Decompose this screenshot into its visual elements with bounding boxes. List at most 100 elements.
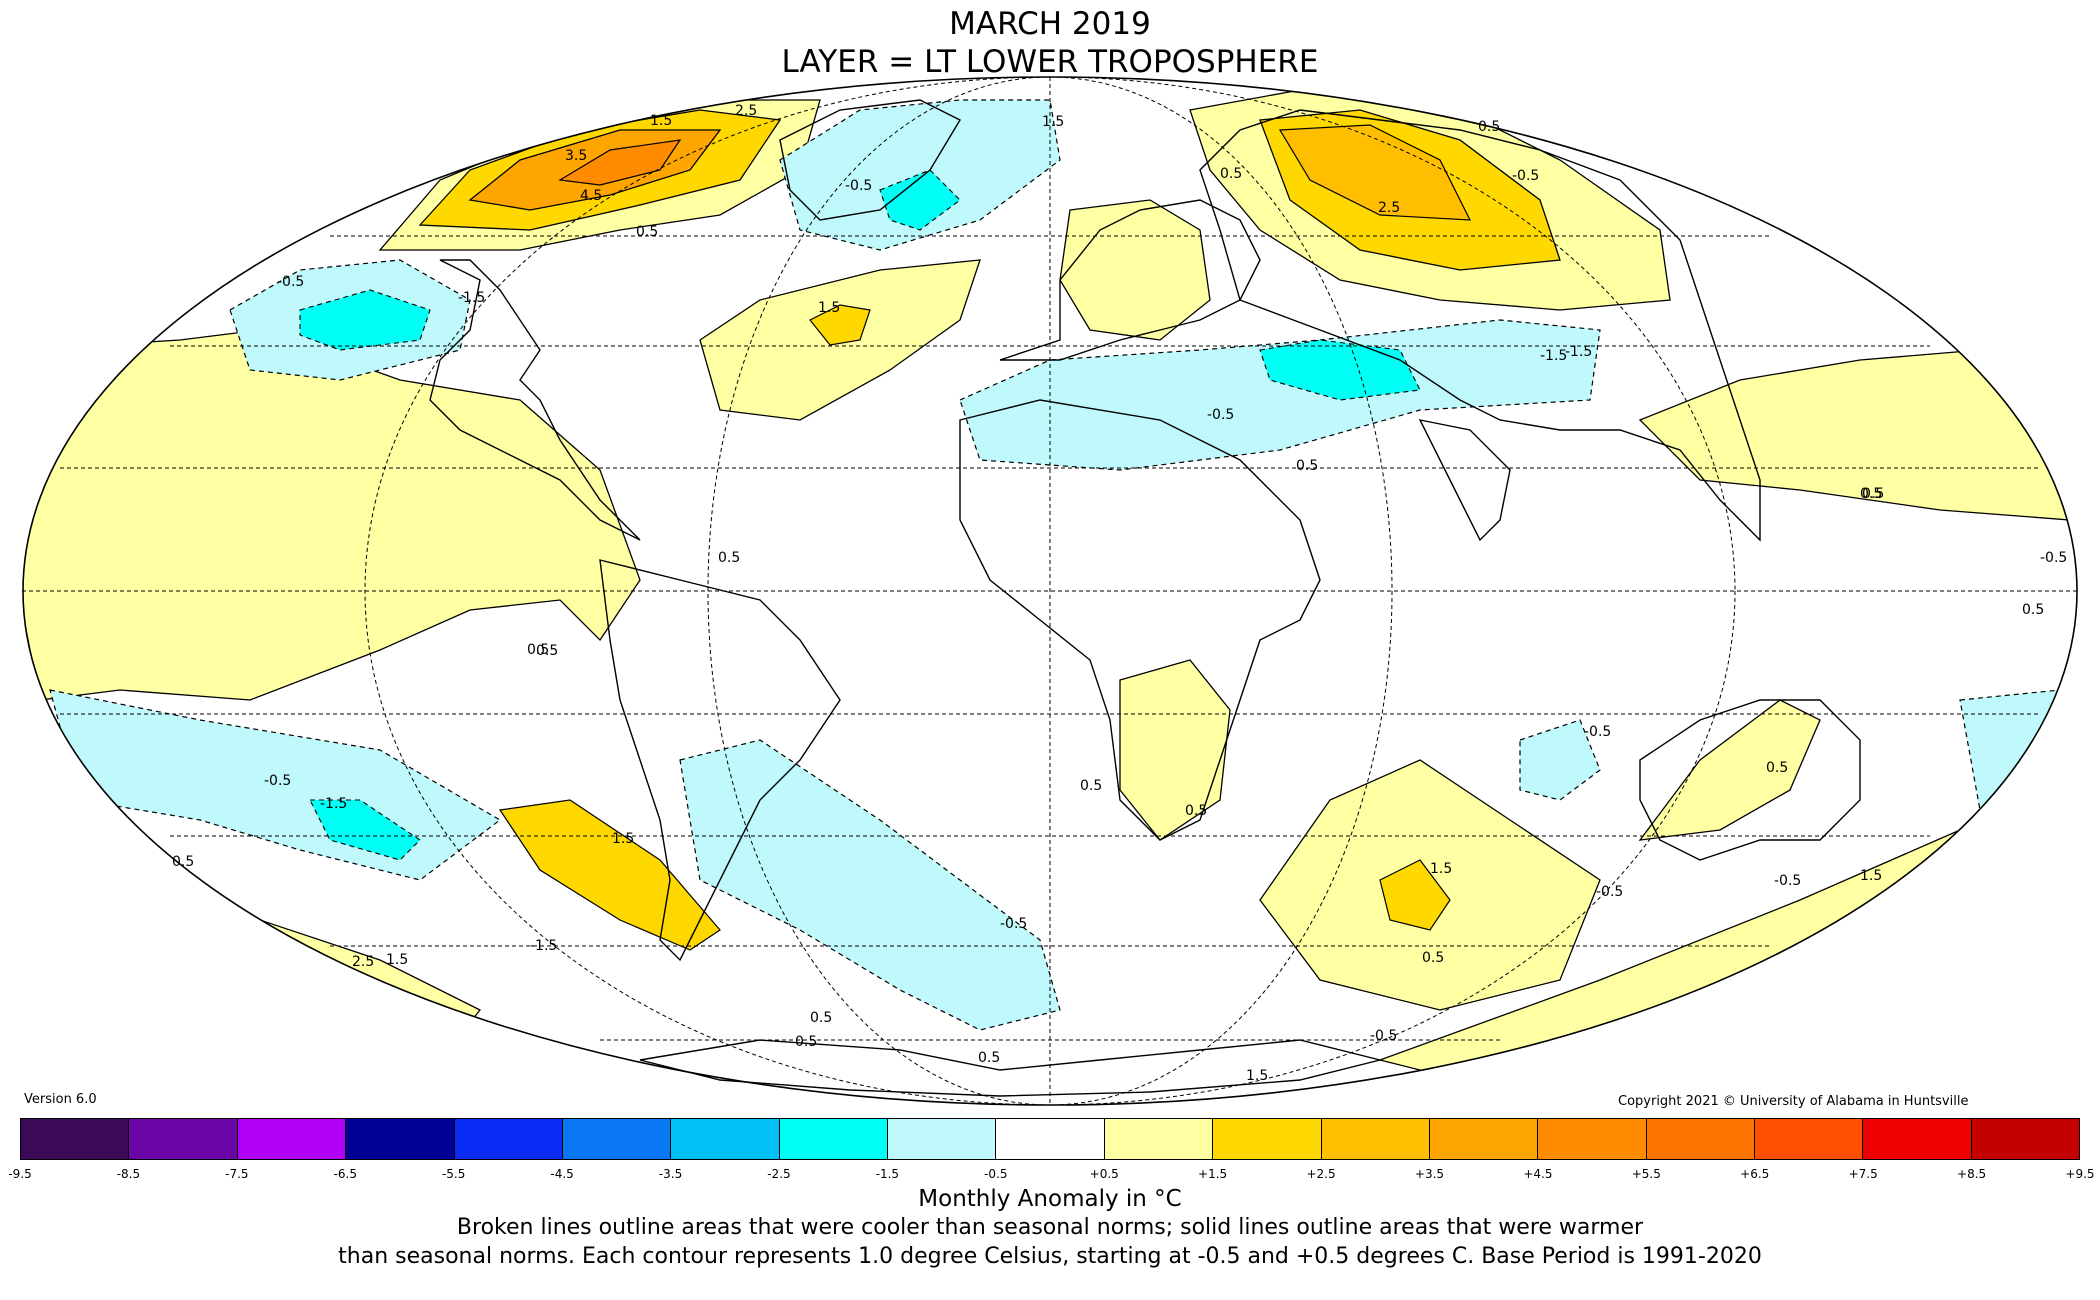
color-scale-segment: [1538, 1119, 1647, 1159]
coastline-asia: [1199, 109, 1761, 542]
warm-region-arctic-4: [558, 139, 682, 186]
color-scale-segment: [1429, 1119, 1539, 1159]
color-scale-tick-label: -4.5: [550, 1167, 574, 1181]
coastline-europe: [999, 199, 1261, 361]
color-scale-segment: [21, 1119, 130, 1159]
warm-region-siberia-3: [1278, 124, 1471, 221]
color-scale-tick-label: +3.5: [1414, 1167, 1445, 1181]
color-scale-segment: [1321, 1119, 1430, 1159]
contour-label: 0.5: [1296, 458, 1318, 474]
coastline-africa: [959, 399, 1321, 841]
warm-region-south-indian-2: [1379, 859, 1451, 931]
color-scale-segment: [1646, 1119, 1755, 1159]
contour-label: 0.5: [636, 224, 658, 240]
coastline-antarctica: [639, 1039, 1381, 1097]
legend-units: Monthly Anomaly in °C: [918, 1186, 1182, 1212]
color-scale-segment: [1755, 1119, 1864, 1159]
contour-label: 0.5: [2022, 602, 2044, 618]
color-scale-segment: [779, 1119, 888, 1159]
coastline-south-america: [599, 559, 841, 962]
cool-region-greenland-2: [879, 169, 961, 231]
contour-label: 2.5: [1378, 200, 1400, 216]
warm-region-south-africa: [1119, 659, 1231, 841]
color-scale-tick-label: -9.5: [8, 1167, 32, 1181]
color-scale-segment: [1863, 1119, 1972, 1159]
coastline-india: [1418, 419, 1511, 542]
cool-region-middle-east: [1259, 339, 1421, 401]
cool-region-atlantic-2: [299, 289, 431, 351]
warm-region-europe: [1059, 199, 1211, 341]
contour-label: 0.5: [536, 643, 558, 659]
contour-label: -0.5: [845, 178, 872, 194]
cool-region-south-pacific-2: [309, 799, 421, 861]
color-scale-tick-label: -2.5: [767, 1167, 791, 1181]
contour-label: 0.5: [1080, 778, 1102, 794]
contour-label: 0.5: [978, 1050, 1000, 1066]
color-scale-tick-label: -7.5: [225, 1167, 249, 1181]
contour-label: -0.5: [1512, 168, 1539, 184]
coastline-north-america: [429, 259, 641, 541]
contour-label: 1.5: [1430, 861, 1452, 877]
map-title: MARCH 2019: [949, 6, 1151, 42]
color-scale-segment: [562, 1119, 672, 1159]
contour-label: 0.5: [795, 1034, 817, 1050]
cool-region-indian: [1519, 719, 1601, 801]
contour-label: 0.5: [1422, 950, 1444, 966]
copyright-label: Copyright 2021 © University of Alabama i…: [1618, 1094, 1969, 1109]
contour-label: 1.5: [612, 831, 634, 847]
contour-label: 0.5: [1862, 486, 1884, 502]
contour-label: 0.5: [172, 854, 194, 870]
color-scale-bar: [20, 1118, 2080, 1160]
contour-label: -0.5: [1207, 407, 1234, 423]
contour-label: -1.5: [458, 290, 485, 306]
contour-label: 2.5: [735, 103, 757, 119]
contour-label: 0.5: [527, 642, 549, 658]
contour-label: -0.5: [1584, 724, 1611, 740]
contour-label: -0.5: [1774, 873, 1801, 889]
contour-label: -1.5: [1540, 348, 1567, 364]
color-scale-tick-label: +4.5: [1523, 1167, 1553, 1181]
contour-label: -0.5: [1000, 916, 1027, 932]
color-scale-segment: [1971, 1119, 2080, 1159]
coastline-australia: [1639, 699, 1861, 861]
color-scale-tick-label: -5.5: [441, 1167, 466, 1181]
contour-label: -0.5: [277, 274, 304, 290]
warm-region-australia: [1638, 699, 1821, 841]
coastline-greenland: [779, 99, 961, 221]
color-scale-tick-label: -8.5: [116, 1167, 141, 1181]
color-scale-tick-label: +7.5: [1848, 1167, 1878, 1181]
contour-label: 1.5: [386, 952, 408, 968]
contour-label: 0.5: [1860, 486, 1882, 502]
map-subtitle: LAYER = LT LOWER TROPOSPHERE: [781, 44, 1319, 80]
contour-label: -0.5: [1596, 884, 1623, 900]
contour-label: 1.5: [1246, 1068, 1268, 1084]
contour-label: 1.5: [1042, 114, 1064, 130]
color-scale-tick-label: +0.5: [1089, 1167, 1119, 1181]
color-scale-tick-label: +6.5: [1740, 1167, 1770, 1181]
legend-note-line1: Broken lines outline areas that were coo…: [456, 1215, 1644, 1240]
contour-label: 1.5: [818, 300, 840, 316]
contour-labels: 1.5 2.5 3.5 4.5 0.5 -0.5 -1.5 1.5 0.5 -0…: [172, 103, 2067, 1084]
color-scale-segment: [996, 1119, 1105, 1159]
color-scale-segment: [1104, 1119, 1214, 1159]
warm-spot-atlantic: [809, 304, 871, 346]
color-scale-segment: [888, 1119, 997, 1159]
color-scale-tick-label: +9.5: [2065, 1167, 2095, 1181]
contour-label: 0.5: [1766, 760, 1788, 776]
cool-region-africa-north: [959, 319, 1601, 471]
cool-region-south-atlantic: [679, 739, 1061, 1031]
contour-label: -0.5: [264, 773, 291, 789]
contour-label: -1.5: [530, 938, 557, 954]
contour-label: 0.5: [810, 1010, 832, 1026]
color-scale-tick-label: +1.5: [1198, 1167, 1228, 1181]
color-scale-tick-label: -1.5: [875, 1167, 900, 1181]
contour-label: 1.5: [1860, 868, 1882, 884]
color-scale-tick-label: -3.5: [658, 1167, 683, 1181]
color-scale-tick-label: -6.5: [333, 1167, 357, 1181]
color-scale-segment: [671, 1119, 780, 1159]
contour-label: 0.5: [1220, 166, 1242, 182]
contour-label: 4.5: [580, 188, 602, 204]
contour-label: -1.5: [1565, 344, 1592, 360]
contour-label: 0.5: [718, 550, 740, 566]
